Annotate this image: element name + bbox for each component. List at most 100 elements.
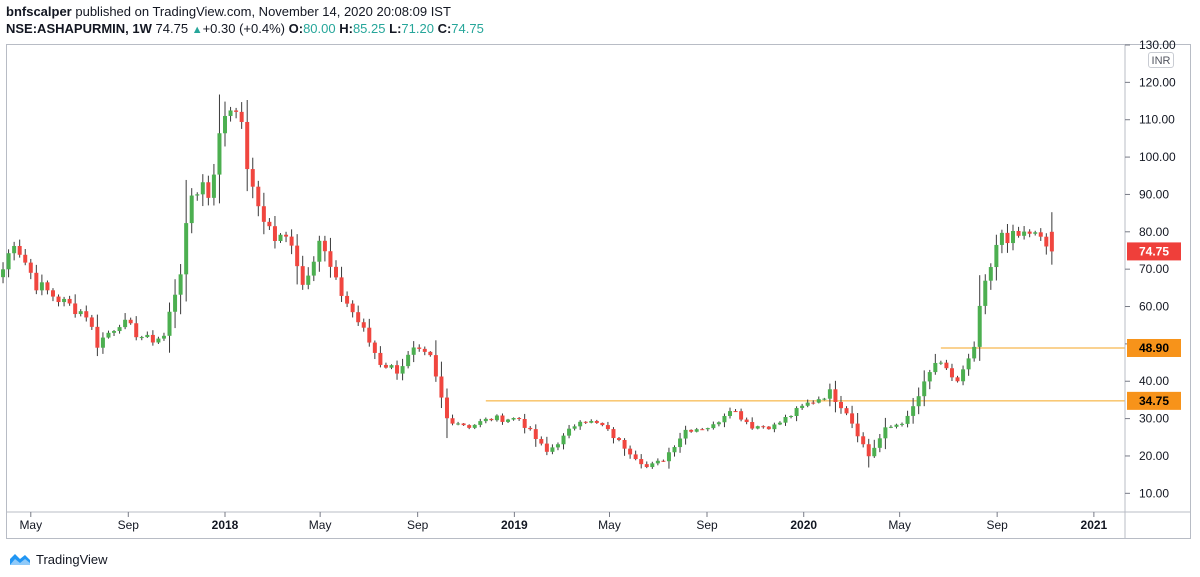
candle-body (1027, 231, 1032, 234)
candle (722, 413, 727, 428)
candle (927, 369, 932, 390)
candle-body (755, 426, 760, 429)
candle (528, 426, 533, 431)
close-label: C: (437, 21, 452, 36)
currency-badge[interactable]: INR (1148, 52, 1174, 68)
candle-body (383, 364, 388, 368)
candle-body (966, 358, 971, 370)
candle (617, 436, 622, 442)
price-tick-label: 130.00 (1139, 38, 1176, 52)
candle (400, 358, 405, 381)
candle (594, 419, 599, 424)
candle-body (800, 405, 805, 409)
candle (123, 313, 128, 330)
candle-body (911, 406, 916, 416)
candle (589, 419, 594, 424)
candle-body (794, 408, 799, 416)
candle-body (411, 347, 416, 355)
candle-body (761, 426, 766, 428)
time-tick-label: May (888, 518, 911, 532)
last-price-tag-label: 74.75 (1139, 244, 1169, 258)
candle (700, 427, 705, 431)
candle-body (300, 266, 305, 285)
candle (322, 235, 327, 262)
candle (650, 461, 655, 469)
candle-body (961, 369, 966, 382)
candle (1027, 229, 1032, 238)
price-tick-label: 100.00 (1139, 150, 1176, 164)
candle-body (478, 421, 483, 425)
time-tick-label: 2019 (501, 518, 528, 532)
candle-body (933, 362, 938, 373)
price-change: +0.30 (+0.4%) (202, 21, 285, 36)
candle-body (372, 342, 377, 353)
candle-body (245, 121, 250, 170)
candle (555, 442, 560, 451)
candle (999, 229, 1004, 254)
candle-body (611, 429, 616, 439)
candle-body (905, 415, 910, 424)
candle-body (900, 423, 905, 425)
candle (922, 370, 927, 407)
candle-body (877, 438, 882, 448)
candle (1049, 212, 1054, 265)
candle (106, 330, 111, 339)
candle-body (850, 413, 855, 424)
candle-body (522, 418, 527, 428)
candle-body (550, 447, 555, 452)
candle (428, 351, 433, 357)
candle (228, 106, 233, 122)
tradingview-brand[interactable]: TradingView (36, 551, 108, 567)
candle (1, 262, 6, 284)
author-name[interactable]: bnfscalper (6, 4, 72, 19)
candle-body (67, 298, 72, 304)
candle-body (833, 389, 838, 402)
candle-body (861, 436, 866, 445)
candle-body (567, 428, 572, 436)
candle (711, 421, 716, 430)
candle (800, 403, 805, 410)
candle (567, 424, 572, 439)
candle-body (506, 419, 511, 422)
candle-body (145, 334, 150, 338)
candle-body (716, 422, 721, 425)
candle (128, 317, 133, 325)
candle (911, 397, 916, 424)
price-axis-layer: 130.00 120.00 110.00 100.00 90.00 80.00 70.00 6… (1124, 38, 1181, 539)
candle (844, 406, 849, 416)
candle-body (922, 381, 927, 397)
candle-body (639, 459, 644, 465)
candle (444, 388, 449, 439)
candle (561, 433, 566, 450)
candle-body (528, 427, 533, 430)
time-tick-label: 2018 (212, 518, 239, 532)
candle-body (350, 303, 355, 313)
price-tick-label: 110.00 (1139, 113, 1175, 127)
time-tick-label: May (19, 518, 42, 532)
candle-body (739, 411, 744, 420)
candle-body (361, 322, 366, 328)
candle (511, 417, 516, 421)
candle (1044, 233, 1049, 255)
candle-body (444, 397, 449, 419)
candle (544, 436, 549, 456)
candle-body (272, 226, 277, 241)
candle (838, 395, 843, 414)
candle (217, 94, 222, 204)
candle (655, 458, 660, 466)
candle (789, 415, 794, 419)
candle-body (977, 305, 982, 347)
candle (622, 438, 627, 456)
candle-body (994, 244, 999, 268)
candle (894, 423, 899, 429)
candle-body (239, 111, 244, 122)
candle (361, 318, 366, 332)
candle (311, 256, 316, 282)
symbol-name[interactable]: NSE:ASHAPURMIN, 1W (6, 21, 152, 36)
tradingview-logo-icon[interactable] (8, 551, 32, 567)
candle (12, 241, 17, 261)
candle-body (544, 443, 549, 452)
candle (522, 413, 527, 434)
open-label: O: (288, 21, 304, 36)
